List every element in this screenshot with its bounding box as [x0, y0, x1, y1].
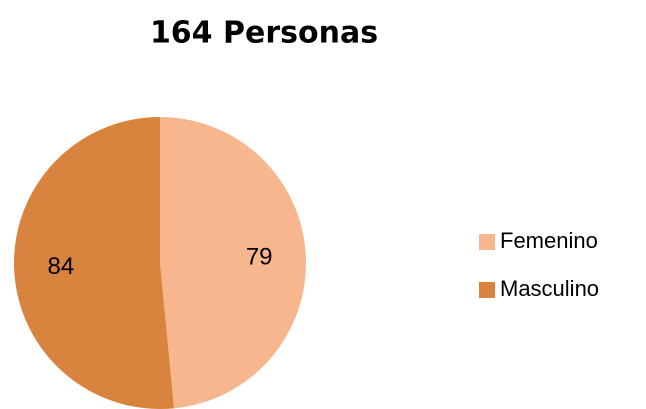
- legend-label: Femenino: [500, 228, 598, 253]
- legend-swatch: [479, 234, 495, 250]
- pie-slice: [160, 117, 306, 409]
- data-label: 84: [47, 253, 74, 280]
- data-label: 79: [246, 244, 273, 271]
- chart-title: 164 Personas: [150, 16, 378, 51]
- legend-label: Masculino: [500, 276, 599, 301]
- legend-swatch: [479, 282, 495, 298]
- pie-slice: [14, 117, 175, 409]
